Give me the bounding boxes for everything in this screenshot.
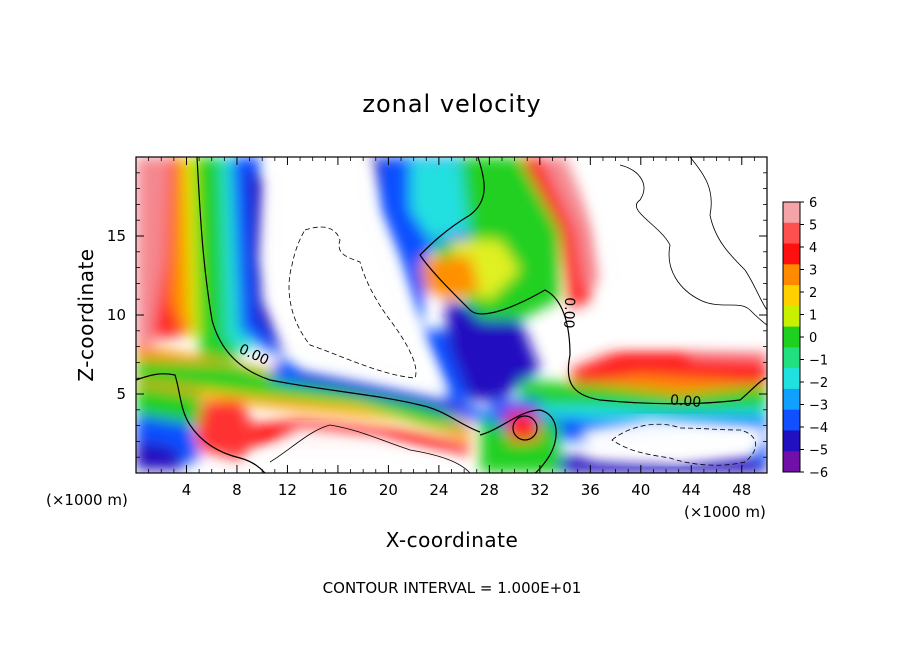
- x-tick-label: 28: [480, 481, 499, 499]
- x-unit-label-right: (×1000 m): [684, 503, 766, 521]
- x-tick-label: 40: [631, 481, 650, 499]
- colorbar-swatch: [783, 305, 800, 328]
- x-tick-label: 24: [429, 481, 448, 499]
- colorbar-swatch: [783, 368, 800, 390]
- contour-positive-bottom: [269, 424, 471, 473]
- x-tick-label: 36: [581, 481, 600, 499]
- shear-navy: [300, 370, 470, 412]
- contour-negative-bottom-right: [611, 423, 757, 466]
- core-red: [520, 157, 600, 310]
- contour-positive-right2: [689, 157, 767, 311]
- bottom-center-red: [505, 412, 540, 442]
- bottom-navy: [560, 455, 767, 473]
- x-axis-title: X-coordinate: [386, 528, 519, 552]
- colorbar-tick-label: −3: [809, 399, 828, 414]
- colorbar-swatch: [783, 326, 800, 348]
- colorbar-tick-label: −4: [809, 421, 828, 436]
- colorbar-tick-label: −2: [809, 376, 828, 391]
- colorbar-tick-label: 5: [809, 219, 817, 234]
- white-zone-right: [590, 157, 767, 345]
- contour-label-upper: 0.00: [560, 297, 577, 329]
- colorbar-tick-label: 6: [809, 196, 817, 211]
- left-jet-pink: [136, 157, 170, 350]
- x-tick-label: 20: [379, 481, 398, 499]
- contour-zero-lower: [136, 373, 266, 473]
- colorbar-swatch: [783, 347, 800, 369]
- x-unit-label-left: (×1000 m): [46, 491, 128, 509]
- colorbar-swatch: [783, 285, 800, 307]
- low-left-red: [190, 400, 260, 460]
- x-axis: 4 8 12 16 20 24 28 32 36 40 44 48: [148, 157, 755, 499]
- velocity-field: 0.00 0.00 0.00: [136, 157, 767, 473]
- colorbar-tick-label: −5: [809, 444, 828, 459]
- colorbar-tick-label: 4: [809, 241, 817, 256]
- mid-pink: [690, 348, 767, 360]
- y-axis: 5 10 15: [107, 172, 767, 458]
- contour-positive-right: [619, 164, 767, 326]
- shear-green: [136, 360, 470, 430]
- colorbar-swatch: [783, 222, 800, 245]
- y-tick-label: 15: [107, 227, 126, 245]
- x-tick-label: 32: [530, 481, 549, 499]
- colorbar-tick-label: −1: [809, 354, 828, 369]
- contour-zero-upper: [419, 157, 767, 405]
- white-zone-center: [260, 157, 450, 400]
- x-tick-label: 8: [232, 481, 242, 499]
- y-tick-label: 5: [116, 385, 126, 403]
- x-tick-label: 4: [182, 481, 192, 499]
- core-cyan: [410, 160, 470, 240]
- colorbar-tick-label: 2: [809, 286, 817, 301]
- core-pink: [540, 157, 605, 290]
- colorbar-tick-label: −6: [809, 466, 828, 481]
- core-orange: [420, 255, 480, 300]
- contour-interval-note: CONTOUR INTERVAL = 1.000E+01: [323, 579, 582, 597]
- colorbar-tick-label: 1: [809, 309, 817, 324]
- colorbar-swatch: [783, 451, 800, 473]
- x-tick-label: 48: [732, 481, 751, 499]
- chart-title: zonal velocity: [362, 90, 541, 118]
- contour-label-right: 0.00: [669, 392, 701, 411]
- low-left-navy: [136, 440, 185, 470]
- contour-small-loop: [512, 415, 538, 441]
- contour-negative-center: [288, 226, 417, 379]
- colorbar-swatch: [783, 243, 800, 265]
- colorbar-swatch: [783, 202, 800, 224]
- colorbar: 6 5 4 3 2 1 0 −1 −2 −3 −4 −5 −6: [782, 196, 828, 481]
- y-tick-label: 10: [107, 306, 126, 324]
- x-tick-label: 16: [328, 481, 347, 499]
- contour-zero-bottom: [479, 409, 557, 473]
- x-tick-label: 12: [278, 481, 297, 499]
- colorbar-swatch: [783, 264, 800, 286]
- colorbar-swatch: [783, 388, 800, 411]
- y-axis-title: Z-coordinate: [74, 248, 98, 381]
- colorbar-tick-label: 0: [809, 331, 817, 346]
- left-jet-navy: [248, 170, 290, 360]
- left-jet-green: [195, 157, 240, 360]
- core-navy: [445, 300, 540, 400]
- colorbar-swatch: [783, 409, 800, 431]
- contour-zero-left: [196, 157, 481, 433]
- x-tick-label: 44: [682, 481, 701, 499]
- colorbar-tick-label: 3: [809, 264, 817, 279]
- low-left-green: [136, 385, 200, 425]
- right-edge-green: [540, 455, 560, 473]
- colorbar-swatch: [783, 430, 800, 452]
